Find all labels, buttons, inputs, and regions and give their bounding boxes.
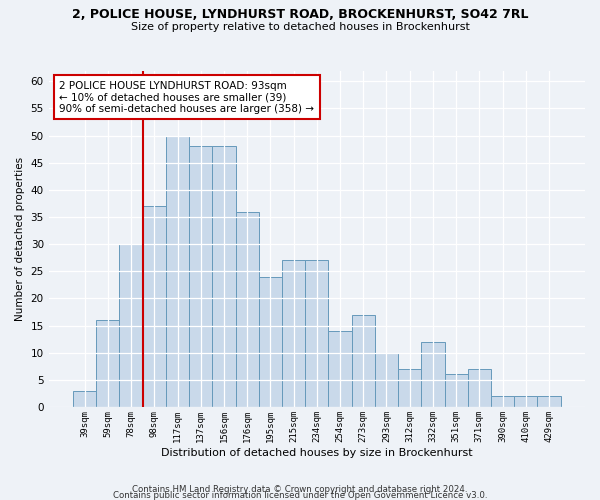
- Bar: [398, 369, 421, 407]
- Bar: [305, 260, 328, 407]
- Text: Contains HM Land Registry data © Crown copyright and database right 2024.: Contains HM Land Registry data © Crown c…: [132, 485, 468, 494]
- Bar: [328, 331, 352, 407]
- Bar: [491, 396, 514, 407]
- Text: 2 POLICE HOUSE LYNDHURST ROAD: 93sqm
← 10% of detached houses are smaller (39)
9: 2 POLICE HOUSE LYNDHURST ROAD: 93sqm ← 1…: [59, 80, 314, 114]
- Text: Size of property relative to detached houses in Brockenhurst: Size of property relative to detached ho…: [131, 22, 469, 32]
- Bar: [166, 136, 189, 407]
- Bar: [143, 206, 166, 407]
- Bar: [73, 390, 96, 407]
- X-axis label: Distribution of detached houses by size in Brockenhurst: Distribution of detached houses by size …: [161, 448, 473, 458]
- Bar: [375, 352, 398, 407]
- Bar: [189, 146, 212, 407]
- Bar: [538, 396, 560, 407]
- Bar: [445, 374, 468, 407]
- Bar: [96, 320, 119, 407]
- Bar: [282, 260, 305, 407]
- Bar: [514, 396, 538, 407]
- Bar: [421, 342, 445, 407]
- Bar: [352, 314, 375, 407]
- Bar: [468, 369, 491, 407]
- Y-axis label: Number of detached properties: Number of detached properties: [15, 156, 25, 321]
- Text: 2, POLICE HOUSE, LYNDHURST ROAD, BROCKENHURST, SO42 7RL: 2, POLICE HOUSE, LYNDHURST ROAD, BROCKEN…: [72, 8, 528, 20]
- Bar: [212, 146, 236, 407]
- Bar: [259, 276, 282, 407]
- Text: Contains public sector information licensed under the Open Government Licence v3: Contains public sector information licen…: [113, 491, 487, 500]
- Bar: [236, 212, 259, 407]
- Bar: [119, 244, 143, 407]
